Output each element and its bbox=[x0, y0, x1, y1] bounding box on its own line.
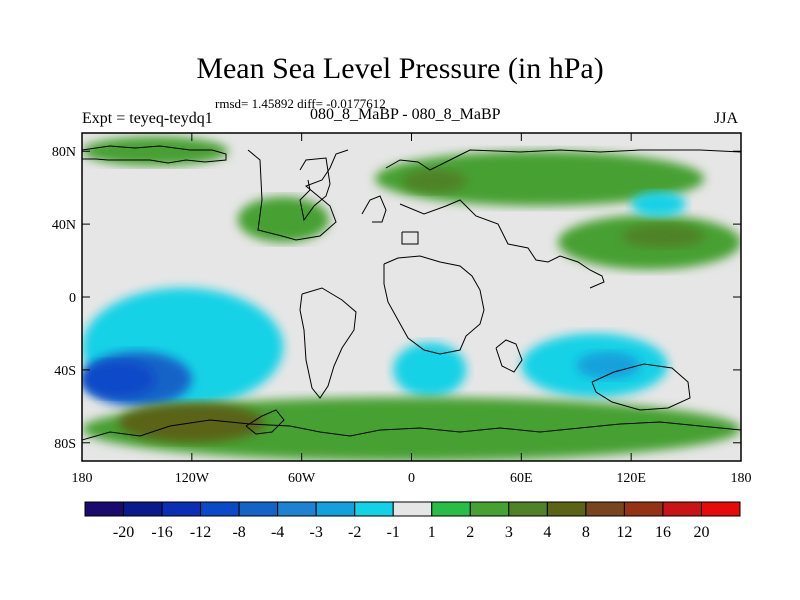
colorbar-label: 20 bbox=[693, 524, 709, 541]
colorbar-swatch bbox=[700, 501, 741, 517]
season-label: JJA bbox=[714, 110, 739, 127]
colorbar-swatch bbox=[277, 501, 317, 517]
x-tick-label: 180 bbox=[731, 471, 752, 486]
field-nw-pacific bbox=[631, 191, 687, 217]
y-tick-label: 80N bbox=[52, 145, 76, 160]
x-tick-label: 120W bbox=[175, 471, 210, 486]
colorbar-label: -12 bbox=[190, 524, 211, 541]
colorbar-swatch bbox=[200, 501, 240, 517]
colorbar-label: -4 bbox=[271, 524, 284, 541]
x-tick-label: 180 bbox=[72, 471, 93, 486]
colorbar-swatch bbox=[431, 501, 471, 517]
colorbar-swatch bbox=[508, 501, 548, 517]
colorbar-swatch bbox=[623, 501, 664, 517]
colorbar-label: 12 bbox=[616, 524, 632, 541]
colorbar-label: 16 bbox=[655, 524, 671, 541]
colorbar-label: -8 bbox=[232, 524, 245, 541]
stats-label: rmsd= 1.45892 diff= -0.0177612 bbox=[215, 96, 386, 111]
colorbar-swatch bbox=[585, 501, 625, 517]
colorbar-swatch bbox=[469, 501, 510, 517]
field-eurasia-core bbox=[402, 169, 467, 194]
colorbar-label: -3 bbox=[310, 524, 323, 541]
colorbar-label: 8 bbox=[582, 524, 590, 541]
colorbar-label: -16 bbox=[151, 524, 172, 541]
experiment-label: Expt = teyeq-teydq1 bbox=[82, 110, 213, 127]
y-axis: 80N 40N 0 40S 80S bbox=[52, 145, 741, 452]
y-tick-label: 0 bbox=[69, 291, 76, 306]
colorbar-swatch bbox=[123, 501, 163, 517]
colorbar-swatch bbox=[315, 501, 356, 517]
colorbar-label: -20 bbox=[113, 524, 134, 541]
field-south-atlantic bbox=[393, 342, 467, 398]
y-tick-label: 80S bbox=[54, 437, 76, 452]
page-title: Mean Sea Level Pressure (in hPa) bbox=[196, 52, 604, 85]
coastline-outline bbox=[82, 145, 741, 441]
colorbar-swatch bbox=[546, 501, 587, 517]
field-south-pacific-center bbox=[82, 360, 156, 398]
colorbar-swatch bbox=[392, 501, 433, 517]
field-asia-core bbox=[622, 224, 705, 248]
field-arctic-north-america bbox=[82, 136, 229, 166]
colorbar-label: 3 bbox=[505, 524, 513, 541]
comparison-label: 080_8_MaBP - 080_8_MaBP bbox=[310, 106, 501, 123]
x-tick-label: 60E bbox=[510, 471, 533, 486]
contour-fields bbox=[82, 133, 741, 461]
x-axis: 180 120W 60W 0 60E 120E 180 bbox=[72, 133, 752, 486]
colorbar-label: 4 bbox=[543, 524, 551, 541]
field-indian-ocean-core bbox=[576, 351, 641, 380]
colorbar-label: 2 bbox=[466, 524, 474, 541]
x-tick-label: 60W bbox=[288, 471, 316, 486]
colorbar-label: -2 bbox=[348, 524, 361, 541]
colorbar-swatch bbox=[662, 501, 702, 517]
field-eurasia bbox=[374, 151, 705, 206]
colorbar-swatch bbox=[161, 501, 202, 517]
colorbar-swatch bbox=[354, 501, 394, 517]
y-tick-label: 40S bbox=[54, 364, 76, 379]
y-tick-label: 40N bbox=[52, 218, 76, 233]
x-tick-label: 120E bbox=[616, 471, 646, 486]
x-tick-label: 0 bbox=[408, 471, 415, 486]
field-north-pacific bbox=[237, 196, 330, 243]
colorbar-label: -1 bbox=[387, 524, 400, 541]
colorbar: -20 -16 -12 -8 -4 -3 -2 -1 1 2 3 4 8 12 16 20 bbox=[84, 501, 741, 541]
colorbar-swatch bbox=[238, 501, 279, 517]
colorbar-swatch bbox=[84, 501, 125, 517]
colorbar-label: 1 bbox=[428, 524, 436, 541]
